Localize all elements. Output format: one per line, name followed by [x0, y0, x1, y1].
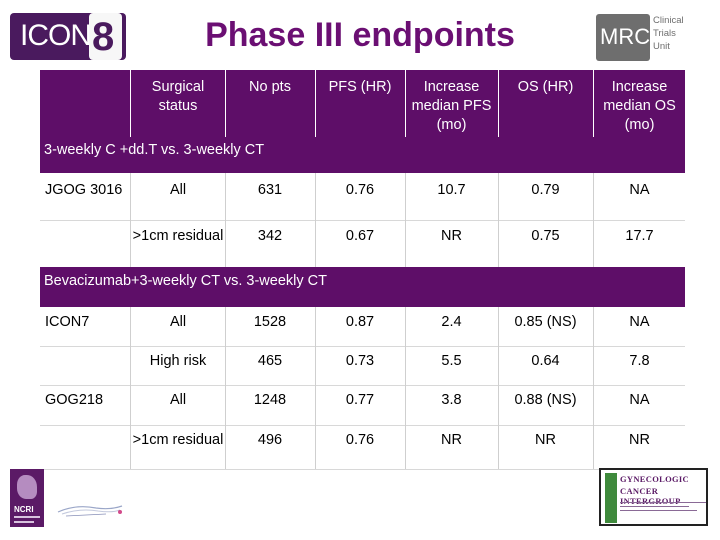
table-cell: 3.8 [441, 392, 462, 408]
table-cell: 0.76 [345, 182, 375, 198]
ctu-line-3: Unit [653, 41, 670, 52]
table-cell: NR [441, 432, 462, 448]
gci-logo-line-2: CANCER INTERGROUP [620, 486, 681, 506]
ctu-logo-text: Clinical Trials Unit [653, 14, 704, 61]
row-divider [40, 469, 685, 470]
table-cell: NA [629, 392, 650, 408]
header-separator [593, 70, 594, 137]
table-cell: 0.85 (NS) [514, 314, 577, 330]
table-cell: All [169, 314, 187, 330]
ncri-logo-line [14, 516, 40, 518]
column-header-increase-pfs: Increase median PFS (mo) [411, 79, 492, 133]
ctu-line-1: Clinical [653, 15, 684, 26]
table-cell: 0.88 (NS) [514, 392, 577, 408]
ctu-line-2: Trials [653, 28, 676, 39]
mrc-ctu-logo: MRC Clinical Trials Unit [596, 14, 704, 61]
gci-subtext-line [620, 502, 706, 503]
table-cell: 10.7 [437, 182, 466, 198]
column-header-pfs-hr: PFS (HR) [328, 79, 392, 95]
table-cell: 0.87 [345, 314, 375, 330]
table-cell: 1528 [253, 314, 287, 330]
column-divider [315, 307, 316, 469]
column-divider [315, 173, 316, 267]
gynecologic-cancer-intergroup-logo: GYNECOLOGIC CANCER INTERGROUP [599, 468, 708, 526]
mrc-logo-box: MRC [596, 14, 650, 61]
table-cell: >1cm residual [132, 228, 224, 244]
row-divider [40, 346, 685, 347]
table-cell: 1248 [253, 392, 287, 408]
column-divider [225, 307, 226, 469]
table-cell: NA [629, 182, 650, 198]
section-header-bevacizumab: Bevacizumab+3-weekly CT vs. 3-weekly CT [40, 267, 685, 307]
icon8-logo-text: ICON [20, 19, 92, 52]
section-header-jgog: 3-weekly C +dd.T vs. 3-weekly CT [40, 137, 685, 173]
header-separator [498, 70, 499, 137]
header-separator [315, 70, 316, 137]
column-header-no-pts: No pts [249, 79, 291, 95]
table-cell: All [169, 392, 187, 408]
table-cell: 0.64 [531, 353, 560, 369]
gci-logo-line-1: GYNECOLOGIC [620, 474, 689, 484]
table-cell: 465 [257, 353, 283, 369]
table-cell: 342 [257, 228, 283, 244]
gci-subtext-line [620, 510, 698, 511]
header-separator [130, 70, 131, 137]
uk-map-icon [17, 475, 37, 499]
column-header-increase-os: Increase median OS (mo) [603, 79, 676, 133]
column-divider [130, 307, 131, 469]
gci-logo-stripe [605, 473, 617, 523]
gci-subtext-line [620, 506, 689, 507]
ncri-logo-text: NCRI [14, 505, 34, 514]
table-cell: NR [535, 432, 556, 448]
page-title: Phase III endpoints [205, 16, 515, 54]
ncri-logo: NCRI [10, 469, 44, 527]
column-divider [498, 173, 499, 267]
table-cell: 0.67 [345, 228, 375, 244]
table-cell: High risk [149, 353, 207, 369]
study-icon7: ICON7 [45, 314, 90, 330]
row-divider [40, 385, 685, 386]
partner-logo-icon [57, 505, 123, 517]
icon8-logo-number-box: 8 [89, 13, 122, 60]
table-cell: 631 [257, 182, 283, 198]
table-cell: 0.77 [345, 392, 375, 408]
table-cell: 0.79 [531, 182, 560, 198]
table-cell: 0.73 [345, 353, 375, 369]
table-cell: 0.75 [531, 228, 560, 244]
study-jgog3016: JGOG 3016 [45, 182, 123, 198]
column-divider [498, 307, 499, 469]
table-cell: 496 [257, 432, 283, 448]
table-cell: 17.7 [625, 228, 654, 244]
column-divider [405, 173, 406, 267]
gci-logo-subtext [620, 500, 706, 511]
ncri-logo-line [14, 521, 34, 523]
column-header-os-hr: OS (HR) [517, 79, 574, 95]
table-cell: 2.4 [441, 314, 462, 330]
icon8-logo: ICON 8 [10, 13, 126, 60]
column-header-surgical-status: Surgical status [151, 79, 205, 114]
header-separator [405, 70, 406, 137]
header-separator [225, 70, 226, 137]
column-divider [405, 307, 406, 469]
study-gog218: GOG218 [45, 392, 104, 408]
column-divider [593, 307, 594, 469]
table-cell: >1cm residual [132, 432, 224, 448]
table-cell: 5.5 [441, 353, 462, 369]
table-cell: NR [629, 432, 650, 448]
column-divider [593, 173, 594, 267]
table-header: Surgical status No pts PFS (HR) Increase… [40, 70, 685, 137]
table-cell: 7.8 [629, 353, 650, 369]
table-cell: 0.76 [345, 432, 375, 448]
column-divider [225, 173, 226, 267]
table-cell: NR [441, 228, 462, 244]
column-divider [130, 173, 131, 267]
row-divider [40, 220, 685, 221]
icon8-logo-number: 8 [92, 15, 115, 59]
table-cell: NA [629, 314, 650, 330]
table-cell: All [169, 182, 187, 198]
mrc-logo-text: MRC [600, 24, 651, 49]
row-divider [40, 425, 685, 426]
